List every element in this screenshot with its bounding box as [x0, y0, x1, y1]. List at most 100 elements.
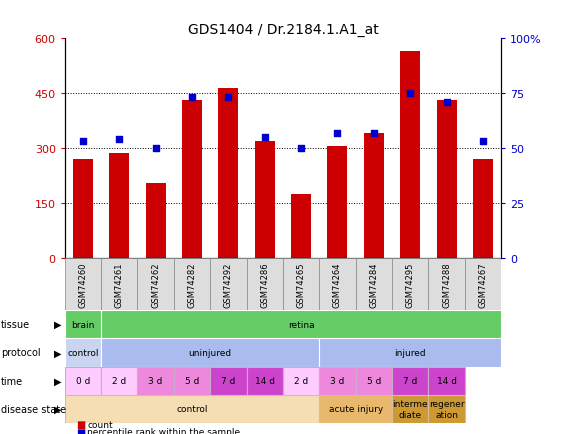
Text: 14 d: 14 d — [254, 376, 275, 385]
Text: 2 d: 2 d — [112, 376, 127, 385]
Text: ■: ■ — [76, 427, 85, 434]
Bar — [137, 367, 174, 395]
Text: 7 d: 7 d — [403, 376, 417, 385]
Bar — [291, 194, 311, 258]
Bar — [182, 101, 202, 258]
Text: 7 d: 7 d — [221, 376, 235, 385]
Bar — [101, 339, 319, 367]
Point — [260, 134, 269, 141]
Point — [187, 95, 196, 102]
Bar — [174, 367, 210, 395]
Text: GSM74260: GSM74260 — [78, 262, 87, 307]
Text: 0 d: 0 d — [76, 376, 90, 385]
Text: regener
ation: regener ation — [428, 399, 464, 419]
Bar — [146, 183, 166, 258]
Bar — [356, 367, 392, 395]
Bar — [65, 395, 319, 423]
Point — [224, 95, 233, 102]
Bar — [319, 395, 392, 423]
Text: retina: retina — [288, 320, 314, 329]
Bar — [319, 367, 356, 395]
Text: percentile rank within the sample: percentile rank within the sample — [87, 427, 240, 434]
Text: time: time — [1, 376, 23, 386]
Bar — [392, 395, 428, 423]
Bar — [174, 258, 210, 310]
Bar — [428, 258, 464, 310]
Bar — [101, 258, 137, 310]
Bar — [65, 339, 101, 367]
Text: GSM74292: GSM74292 — [224, 262, 233, 307]
Text: brain: brain — [72, 320, 95, 329]
Bar — [392, 367, 428, 395]
Text: ▶: ▶ — [55, 404, 62, 414]
Point — [442, 99, 451, 106]
Text: GSM74286: GSM74286 — [260, 262, 269, 307]
Text: disease state: disease state — [1, 404, 66, 414]
Text: count: count — [87, 420, 113, 429]
Bar — [328, 147, 347, 258]
Point — [369, 130, 378, 137]
Text: 5 d: 5 d — [367, 376, 381, 385]
Bar — [283, 258, 319, 310]
Bar — [65, 310, 101, 339]
Bar — [319, 339, 501, 367]
Bar — [101, 367, 137, 395]
Point — [78, 138, 87, 145]
Bar — [65, 258, 101, 310]
Bar — [65, 367, 101, 395]
Text: GSM74295: GSM74295 — [406, 262, 415, 307]
Text: protocol: protocol — [1, 348, 41, 358]
Text: GSM74282: GSM74282 — [187, 262, 196, 307]
Text: ■: ■ — [76, 420, 85, 429]
Bar — [473, 160, 493, 258]
Bar — [210, 258, 247, 310]
Text: GSM74262: GSM74262 — [151, 262, 160, 307]
Bar — [428, 395, 464, 423]
Text: GSM74265: GSM74265 — [297, 262, 306, 307]
Text: control: control — [176, 404, 208, 414]
Bar — [392, 258, 428, 310]
Point — [151, 145, 160, 152]
Bar — [137, 258, 174, 310]
Bar — [210, 367, 247, 395]
Text: ▶: ▶ — [55, 376, 62, 386]
Text: 2 d: 2 d — [294, 376, 308, 385]
Text: 3 d: 3 d — [330, 376, 345, 385]
Bar — [247, 367, 283, 395]
Bar — [400, 52, 420, 258]
Text: tissue: tissue — [1, 319, 30, 329]
Text: acute injury: acute injury — [328, 404, 383, 414]
Text: GSM74261: GSM74261 — [115, 262, 124, 307]
Bar — [283, 367, 319, 395]
Text: GSM74284: GSM74284 — [369, 262, 378, 307]
Text: control: control — [67, 348, 99, 357]
Bar — [428, 367, 464, 395]
Text: interme
diate: interme diate — [392, 399, 428, 419]
Point — [333, 130, 342, 137]
Point — [406, 90, 415, 97]
Text: injured: injured — [394, 348, 426, 357]
Bar — [73, 160, 93, 258]
Bar — [109, 154, 129, 258]
Text: 14 d: 14 d — [436, 376, 457, 385]
Text: uninjured: uninjured — [189, 348, 232, 357]
Bar — [464, 258, 501, 310]
Point — [297, 145, 306, 152]
Title: GDS1404 / Dr.2184.1.A1_at: GDS1404 / Dr.2184.1.A1_at — [187, 23, 378, 36]
Text: GSM74288: GSM74288 — [442, 262, 451, 307]
Text: ▶: ▶ — [55, 348, 62, 358]
Text: GSM74264: GSM74264 — [333, 262, 342, 307]
Bar — [247, 258, 283, 310]
Bar — [364, 134, 384, 258]
Text: GSM74267: GSM74267 — [479, 262, 488, 307]
Point — [479, 138, 488, 145]
Bar — [436, 101, 457, 258]
Bar — [254, 141, 275, 258]
Point — [115, 136, 124, 143]
Bar — [356, 258, 392, 310]
Text: 5 d: 5 d — [185, 376, 199, 385]
Bar — [319, 258, 356, 310]
Text: ▶: ▶ — [55, 319, 62, 329]
Text: 3 d: 3 d — [149, 376, 163, 385]
Bar — [218, 89, 238, 258]
